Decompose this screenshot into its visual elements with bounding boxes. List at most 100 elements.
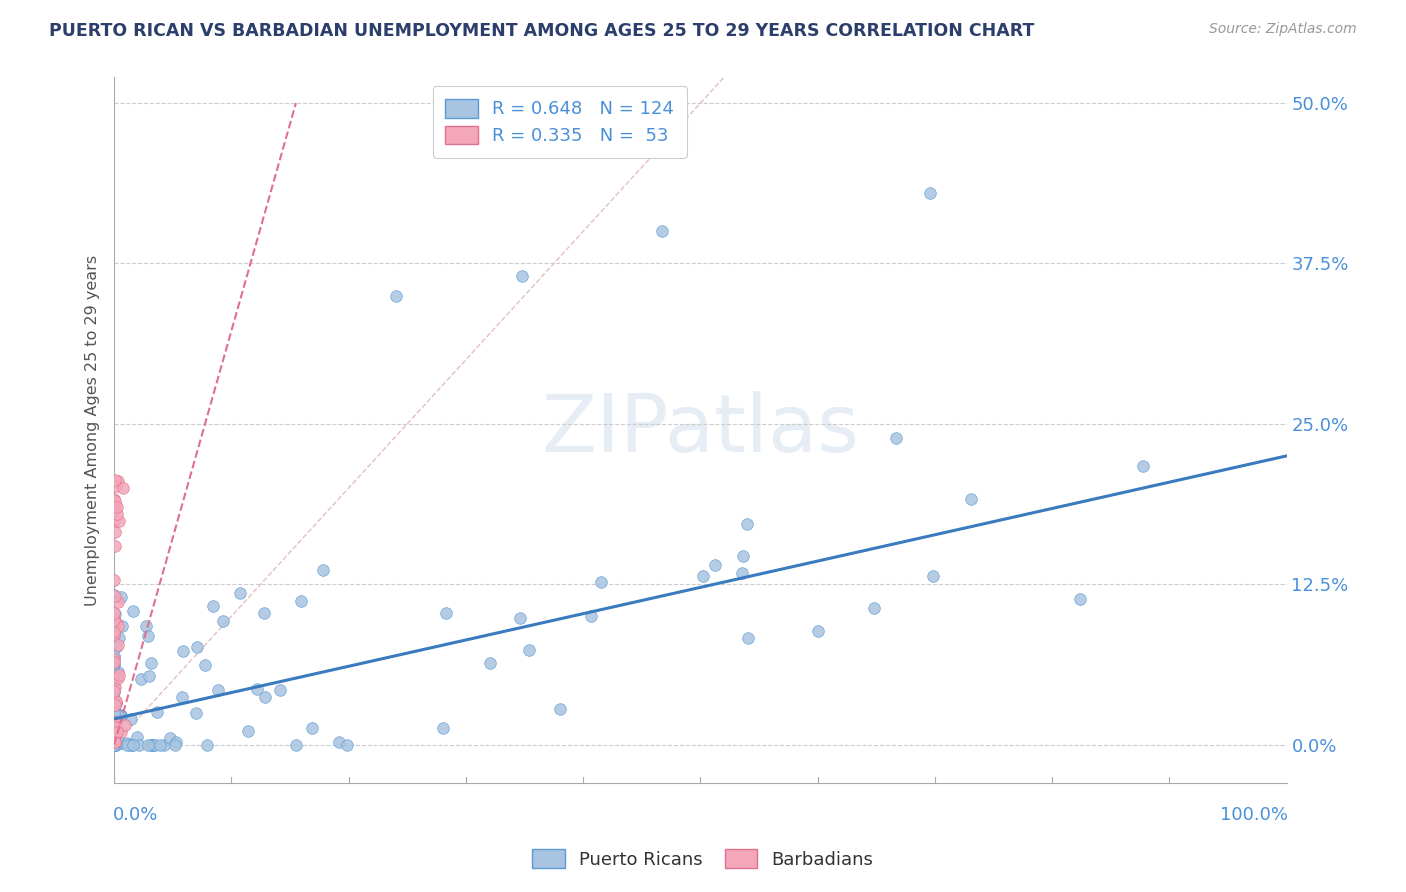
Point	[159, 731, 181, 746]
Point	[703, 558, 725, 572]
Point	[103, 606, 125, 620]
Point	[105, 696, 128, 710]
Point	[120, 738, 142, 752]
Point	[103, 738, 125, 752]
Point	[103, 738, 125, 752]
Point	[103, 728, 125, 742]
Point	[103, 727, 125, 741]
Point	[104, 680, 127, 694]
Point	[591, 574, 613, 589]
Point	[103, 691, 125, 706]
Point	[172, 690, 194, 704]
Point	[121, 738, 143, 752]
Text: 100.0%: 100.0%	[1220, 806, 1288, 824]
Point	[186, 706, 208, 721]
Point	[108, 631, 131, 645]
Point	[110, 590, 132, 604]
Point	[103, 501, 125, 516]
Point	[103, 738, 125, 752]
Point	[103, 725, 125, 739]
Point	[103, 684, 125, 698]
Point	[246, 681, 269, 696]
Point	[103, 738, 125, 752]
Point	[104, 607, 127, 622]
Point	[141, 738, 163, 752]
Point	[1132, 458, 1154, 473]
Point	[117, 736, 139, 750]
Point	[103, 701, 125, 715]
Point	[153, 738, 176, 752]
Point	[1069, 592, 1091, 607]
Point	[103, 721, 125, 735]
Point	[110, 709, 132, 723]
Point	[103, 714, 125, 729]
Point	[103, 656, 125, 670]
Point	[651, 224, 673, 238]
Point	[103, 730, 125, 744]
Point	[103, 588, 125, 602]
Point	[104, 589, 127, 603]
Point	[107, 668, 129, 682]
Point	[110, 707, 132, 722]
Point	[105, 738, 128, 752]
Point	[103, 716, 125, 731]
Point	[103, 628, 125, 642]
Point	[149, 738, 172, 752]
Point	[104, 738, 127, 752]
Point	[807, 624, 830, 639]
Point	[103, 722, 125, 736]
Point	[105, 507, 128, 521]
Point	[143, 738, 166, 752]
Point	[104, 719, 127, 733]
Point	[103, 680, 125, 694]
Point	[110, 724, 132, 739]
Point	[103, 652, 125, 666]
Point	[104, 738, 127, 752]
Point	[512, 269, 534, 284]
Point	[103, 731, 125, 746]
Point	[103, 707, 125, 722]
Point	[103, 614, 125, 628]
Point	[103, 727, 125, 741]
Point	[104, 716, 127, 731]
Point	[105, 640, 128, 654]
Point	[136, 629, 159, 643]
Point	[107, 671, 129, 685]
Point	[136, 738, 159, 752]
Point	[737, 631, 759, 645]
Point	[104, 721, 127, 735]
Point	[104, 539, 127, 553]
Point	[163, 738, 186, 752]
Point	[111, 618, 134, 632]
Point	[142, 738, 165, 752]
Point	[104, 499, 127, 513]
Point	[146, 705, 169, 719]
Point	[115, 738, 138, 752]
Point	[105, 500, 128, 515]
Point	[103, 738, 125, 752]
Point	[105, 479, 128, 493]
Point	[103, 685, 125, 699]
Point	[105, 615, 128, 629]
Point	[731, 549, 754, 563]
Point	[336, 738, 359, 752]
Point	[104, 715, 127, 730]
Point	[385, 288, 408, 302]
Point	[103, 491, 125, 506]
Point	[103, 573, 125, 587]
Point	[550, 701, 572, 715]
Point	[104, 473, 127, 487]
Point	[478, 657, 501, 671]
Text: Source: ZipAtlas.com: Source: ZipAtlas.com	[1209, 22, 1357, 37]
Point	[103, 727, 125, 741]
Point	[432, 721, 454, 735]
Point	[104, 524, 127, 539]
Point	[863, 601, 886, 615]
Point	[921, 569, 943, 583]
Point	[103, 738, 125, 752]
Point	[285, 738, 308, 752]
Point	[103, 732, 125, 747]
Point	[120, 712, 142, 726]
Point	[104, 716, 127, 731]
Point	[103, 738, 125, 752]
